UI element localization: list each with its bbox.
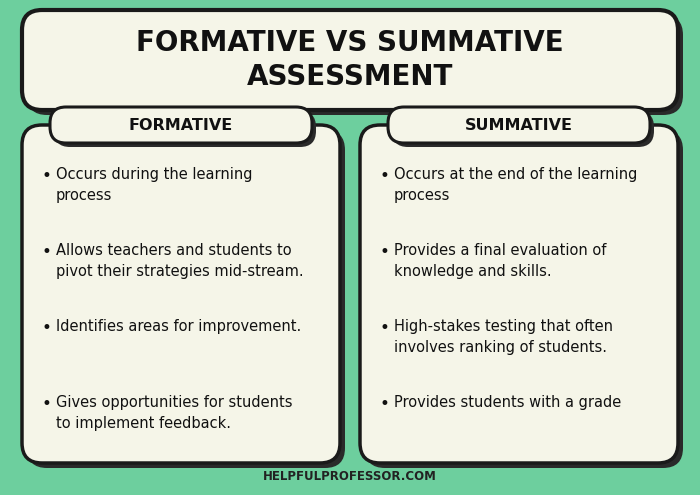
FancyBboxPatch shape: [50, 107, 312, 143]
Text: •: •: [42, 167, 52, 185]
Text: •: •: [380, 395, 390, 413]
FancyBboxPatch shape: [22, 10, 678, 110]
FancyBboxPatch shape: [388, 107, 650, 143]
FancyBboxPatch shape: [360, 125, 678, 463]
Text: Provides students with a grade: Provides students with a grade: [394, 395, 622, 410]
Text: Identifies areas for improvement.: Identifies areas for improvement.: [56, 319, 301, 334]
FancyBboxPatch shape: [27, 130, 345, 468]
FancyBboxPatch shape: [27, 15, 683, 115]
Text: •: •: [380, 167, 390, 185]
Text: •: •: [42, 395, 52, 413]
Text: Occurs during the learning
process: Occurs during the learning process: [56, 167, 253, 203]
Text: Provides a final evaluation of
knowledge and skills.: Provides a final evaluation of knowledge…: [394, 243, 606, 279]
FancyBboxPatch shape: [365, 130, 683, 468]
Text: FORMATIVE VS SUMMATIVE
ASSESSMENT: FORMATIVE VS SUMMATIVE ASSESSMENT: [136, 29, 564, 91]
Text: Allows teachers and students to
pivot their strategies mid-stream.: Allows teachers and students to pivot th…: [56, 243, 304, 279]
FancyBboxPatch shape: [392, 111, 654, 147]
Text: HELPFULPROFESSOR.COM: HELPFULPROFESSOR.COM: [263, 470, 437, 483]
Text: FORMATIVE: FORMATIVE: [129, 117, 233, 133]
Text: •: •: [42, 243, 52, 261]
Text: •: •: [42, 319, 52, 337]
Text: •: •: [380, 243, 390, 261]
FancyBboxPatch shape: [22, 125, 340, 463]
Text: Occurs at the end of the learning
process: Occurs at the end of the learning proces…: [394, 167, 638, 203]
Text: Gives opportunities for students
to implement feedback.: Gives opportunities for students to impl…: [56, 395, 293, 431]
Text: SUMMATIVE: SUMMATIVE: [465, 117, 573, 133]
FancyBboxPatch shape: [54, 111, 316, 147]
Text: •: •: [380, 319, 390, 337]
Text: High-stakes testing that often
involves ranking of students.: High-stakes testing that often involves …: [394, 319, 613, 355]
